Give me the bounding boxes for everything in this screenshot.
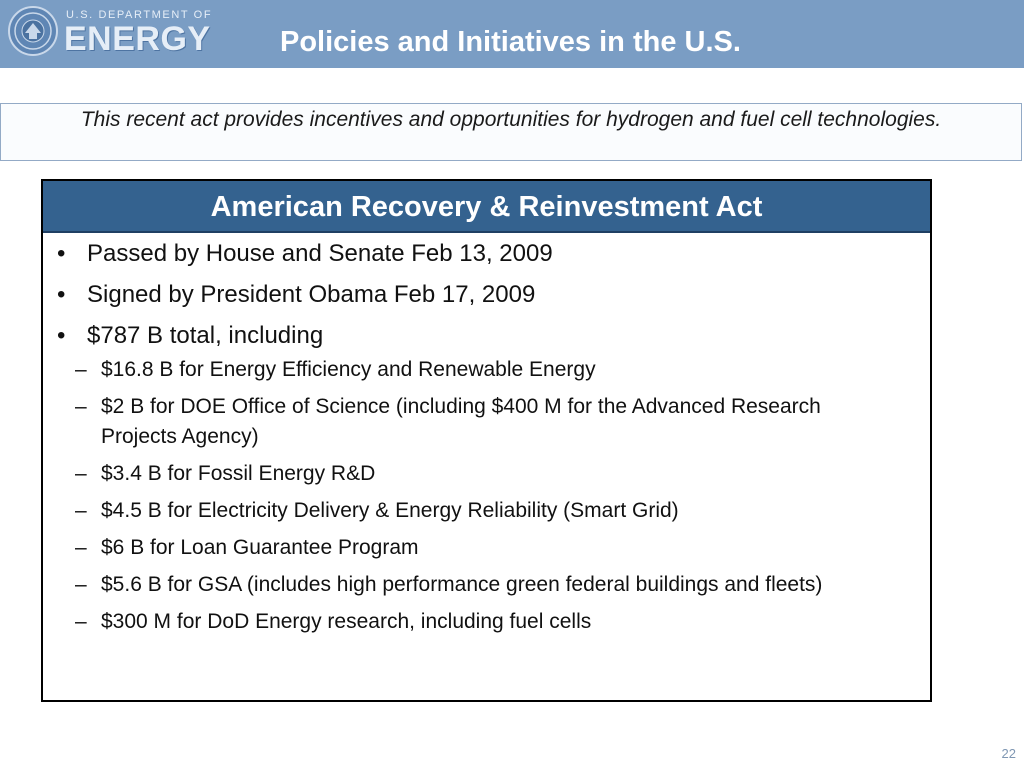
sub-item-marker: – — [75, 499, 87, 522]
sub-item: – $2 B for DOE Office of Science (includ… — [65, 392, 861, 452]
act-summary-box: American Recovery & Reinvestment Act • P… — [41, 179, 932, 702]
sub-item-marker: – — [75, 395, 87, 418]
bullet-list: • Passed by House and Senate Feb 13, 200… — [43, 233, 930, 637]
sub-item-text: $3.4 B for Fossil Energy R&D — [101, 462, 376, 485]
bullet-marker: • — [57, 322, 66, 349]
act-heading: American Recovery & Reinvestment Act — [43, 181, 930, 233]
sub-item-marker: – — [75, 610, 87, 633]
sub-item-marker: – — [75, 573, 87, 596]
bullet-text: Signed by President Obama Feb 17, 2009 — [87, 281, 536, 308]
sub-item-text: $16.8 B for Energy Efficiency and Renewa… — [101, 358, 596, 381]
bullet-text: Passed by House and Senate Feb 13, 2009 — [87, 240, 553, 267]
slide-title: Policies and Initiatives in the U.S. — [280, 26, 741, 58]
bullet-item: • $787 B total, including – $16.8 B for … — [53, 321, 930, 637]
sub-item: – $300 M for DoD Energy research, includ… — [65, 607, 861, 637]
doe-seal-icon — [8, 6, 58, 56]
sub-item-text: $2 B for DOE Office of Science (includin… — [101, 395, 821, 448]
bullet-item: • Signed by President Obama Feb 17, 2009 — [53, 280, 930, 310]
sub-item-marker: – — [75, 462, 87, 485]
slide-subtitle: This recent act provides incentives and … — [0, 103, 1022, 161]
sub-item: – $4.5 B for Electricity Delivery & Ener… — [65, 496, 861, 526]
sub-item-text: $300 M for DoD Energy research, includin… — [101, 610, 592, 633]
sub-item: – $6 B for Loan Guarantee Program — [65, 533, 861, 563]
bullet-marker: • — [57, 281, 66, 308]
bullet-marker: • — [57, 240, 66, 267]
sub-item: – $16.8 B for Energy Efficiency and Rene… — [65, 355, 861, 385]
sub-item: – $3.4 B for Fossil Energy R&D — [65, 459, 861, 489]
sub-item-marker: – — [75, 536, 87, 559]
department-label: U.S. DEPARTMENT OF — [66, 9, 213, 21]
sub-item-marker: – — [75, 358, 87, 381]
agency-logo-text: ENERGY — [64, 20, 211, 58]
sub-item-list: – $16.8 B for Energy Efficiency and Rene… — [75, 355, 930, 637]
sub-item-text: $4.5 B for Electricity Delivery & Energy… — [101, 499, 679, 522]
bullet-text: $787 B total, including — [87, 322, 324, 349]
page-number: 22 — [1001, 746, 1016, 761]
sub-item-text: $5.6 B for GSA (includes high performanc… — [101, 573, 823, 596]
sub-item: – $5.6 B for GSA (includes high performa… — [65, 570, 861, 600]
slide-header: U.S. DEPARTMENT OF ENERGY Policies and I… — [0, 0, 1024, 68]
sub-item-text: $6 B for Loan Guarantee Program — [101, 536, 419, 559]
bullet-item: • Passed by House and Senate Feb 13, 200… — [53, 239, 930, 269]
